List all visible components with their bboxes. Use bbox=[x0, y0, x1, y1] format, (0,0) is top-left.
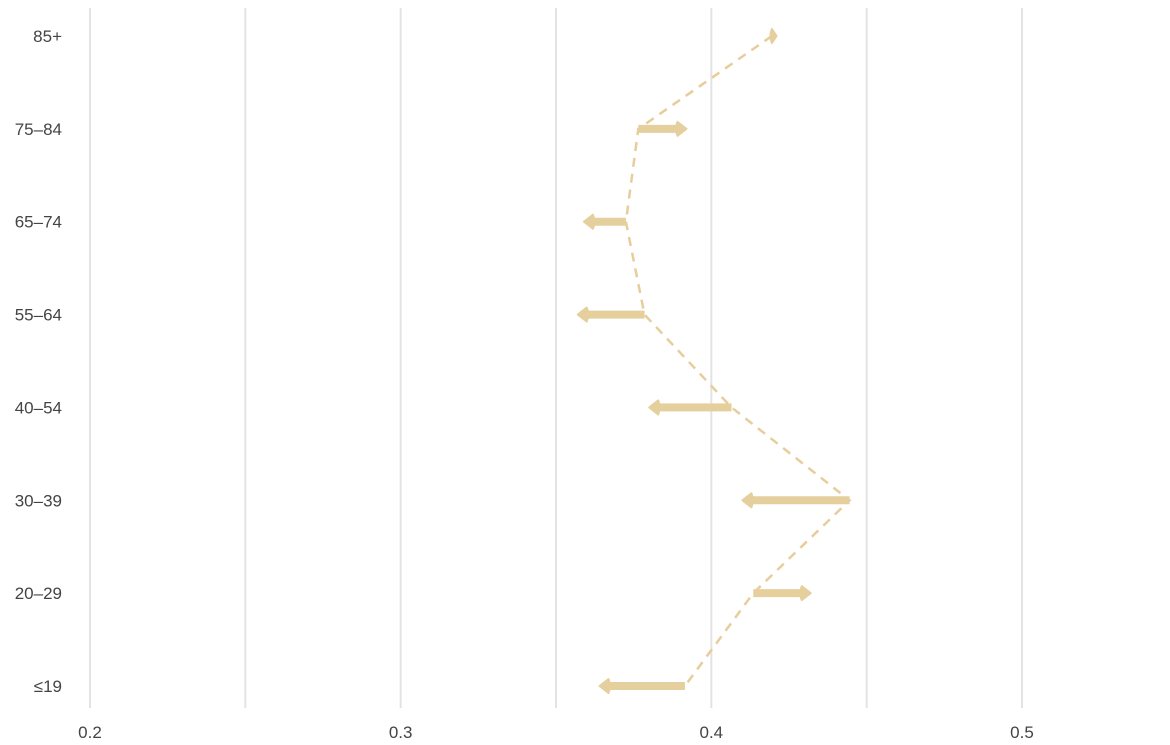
y-tick-label: 30–39 bbox=[15, 491, 62, 510]
arrow-mark bbox=[741, 492, 850, 509]
arrow-head bbox=[582, 213, 596, 230]
y-tick-labels: 85+ 75–84 65–74 55–64 40–54 30–39 20–29 ≤19 bbox=[15, 27, 62, 696]
y-tick-label: 65–74 bbox=[15, 213, 62, 232]
x-tick-label: 0.2 bbox=[78, 723, 102, 742]
y-tick-label: 75–84 bbox=[15, 120, 62, 139]
arrow-mark bbox=[753, 585, 812, 602]
arrow-layer bbox=[576, 28, 850, 694]
y-tick-label: 85+ bbox=[33, 27, 62, 46]
x-tick-label: 0.5 bbox=[1010, 723, 1034, 742]
arrow-head bbox=[648, 399, 661, 416]
arrow-head bbox=[741, 492, 754, 509]
x-tick-label: 0.3 bbox=[389, 723, 413, 742]
arrow-mark bbox=[576, 306, 645, 323]
y-tick-label: 55–64 bbox=[15, 306, 62, 325]
arrow-mark bbox=[769, 28, 778, 44]
arrow-head bbox=[769, 28, 778, 44]
y-tick-label: ≤19 bbox=[34, 677, 62, 696]
arrow-mark bbox=[582, 213, 626, 230]
arrow-head bbox=[799, 585, 812, 602]
grid-layer bbox=[89, 8, 1023, 708]
y-tick-label: 40–54 bbox=[15, 398, 62, 417]
arrow-head bbox=[576, 306, 590, 323]
arrow-head bbox=[598, 678, 611, 694]
arrow-mark bbox=[598, 678, 685, 694]
x-tick-labels: 0.2 0.3 0.4 0.5 bbox=[78, 723, 1034, 742]
y-tick-label: 20–29 bbox=[15, 584, 62, 603]
connector-line bbox=[624, 34, 852, 687]
connector-layer bbox=[624, 34, 852, 687]
arrow-mark bbox=[648, 399, 732, 416]
arrow-mark bbox=[638, 120, 688, 137]
x-tick-label: 0.4 bbox=[700, 723, 724, 742]
arrow-head bbox=[674, 120, 688, 137]
